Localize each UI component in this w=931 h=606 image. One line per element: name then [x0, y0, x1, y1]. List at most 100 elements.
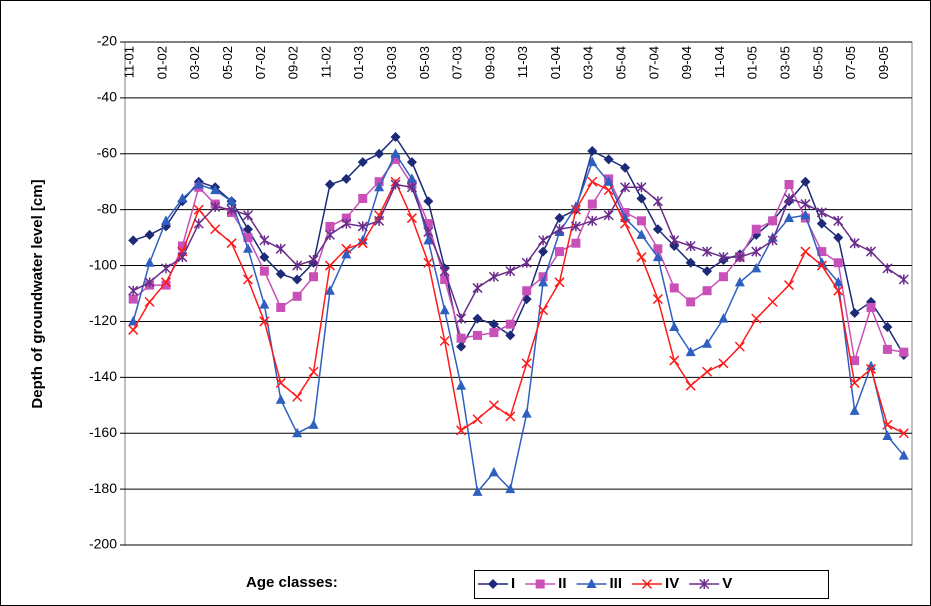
marker	[357, 157, 368, 168]
marker	[849, 405, 860, 415]
marker	[358, 193, 368, 203]
marker	[521, 408, 532, 418]
marker	[702, 286, 712, 296]
y-tick-label: -120	[89, 312, 117, 328]
marker	[751, 246, 762, 257]
marker	[636, 229, 647, 239]
marker	[718, 252, 729, 263]
marker	[685, 380, 696, 391]
marker	[259, 252, 270, 263]
marker	[685, 240, 696, 252]
marker	[669, 321, 680, 332]
marker	[488, 271, 499, 282]
marker	[259, 299, 270, 309]
marker	[456, 313, 467, 324]
marker	[128, 294, 138, 304]
x-tick-label: 09-05	[876, 46, 891, 79]
marker	[391, 154, 401, 164]
marker	[226, 238, 237, 249]
x-tick-label: 05-03	[417, 46, 432, 79]
x-tick-label: 01-03	[351, 46, 366, 79]
marker	[620, 207, 630, 217]
marker	[473, 330, 483, 340]
marker	[144, 296, 155, 307]
x-tick-label: 05-04	[614, 46, 629, 79]
marker	[259, 316, 270, 327]
marker	[699, 578, 710, 590]
marker	[357, 238, 368, 249]
x-tick-label: 01-04	[548, 46, 563, 79]
marker	[636, 193, 647, 204]
marker	[456, 380, 467, 390]
marker	[652, 224, 663, 235]
marker	[784, 180, 794, 190]
marker	[161, 280, 171, 290]
marker	[521, 358, 532, 369]
marker	[488, 400, 499, 411]
x-tick-label: 07-05	[843, 46, 858, 79]
marker	[259, 266, 269, 276]
y-tick-label: -180	[89, 480, 117, 496]
marker	[718, 358, 729, 369]
marker	[603, 176, 614, 186]
marker	[751, 262, 762, 273]
marker	[800, 246, 811, 257]
x-tick-label: 07-03	[450, 46, 465, 79]
marker	[882, 430, 893, 441]
marker	[406, 173, 417, 183]
marker	[193, 179, 204, 189]
marker	[292, 291, 302, 301]
marker	[292, 427, 303, 438]
marker	[587, 199, 597, 209]
marker	[489, 328, 499, 338]
marker	[128, 235, 139, 246]
marker	[800, 209, 811, 220]
marker	[341, 248, 352, 259]
marker	[702, 338, 713, 348]
marker	[226, 204, 237, 215]
marker	[685, 346, 696, 357]
marker	[505, 483, 516, 494]
marker	[226, 195, 237, 206]
marker	[456, 425, 467, 436]
marker	[652, 196, 663, 207]
marker	[505, 319, 515, 329]
marker	[620, 162, 631, 173]
marker	[882, 419, 893, 430]
marker	[160, 277, 172, 288]
marker	[144, 257, 155, 267]
marker	[800, 176, 811, 187]
marker	[324, 285, 335, 295]
marker	[554, 277, 565, 288]
marker	[390, 179, 401, 190]
marker	[210, 224, 221, 235]
marker	[833, 285, 844, 296]
marker	[341, 173, 352, 184]
marker	[586, 578, 597, 588]
marker	[341, 218, 352, 229]
marker	[570, 201, 581, 211]
marker	[390, 132, 401, 143]
marker	[275, 377, 286, 388]
marker	[898, 428, 909, 439]
marker	[324, 229, 335, 240]
legend-label: III	[610, 575, 623, 592]
marker	[620, 182, 631, 193]
x-tick-label: 07-02	[253, 46, 268, 79]
marker	[160, 263, 172, 274]
marker	[751, 224, 761, 234]
marker	[341, 213, 351, 223]
marker	[669, 235, 680, 246]
marker	[505, 266, 516, 277]
marker	[472, 313, 483, 324]
marker	[538, 276, 549, 287]
marker	[784, 280, 795, 291]
legend-label: IV	[665, 575, 679, 592]
marker	[374, 177, 384, 187]
marker	[603, 210, 614, 221]
legend-label: II	[558, 575, 566, 592]
marker	[702, 366, 713, 377]
marker	[341, 243, 352, 254]
marker	[653, 244, 663, 254]
marker	[570, 221, 581, 232]
